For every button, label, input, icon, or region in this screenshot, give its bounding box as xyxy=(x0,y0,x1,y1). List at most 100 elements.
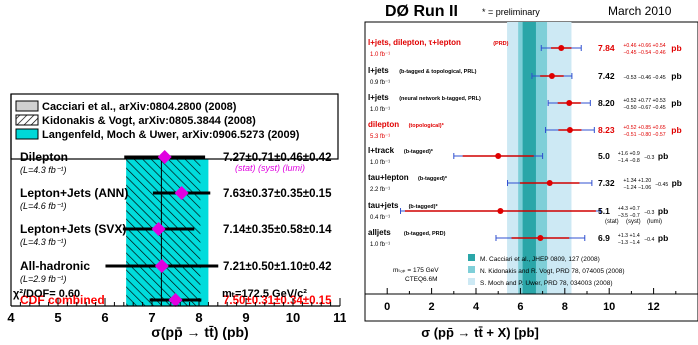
d0-measurement-lumi: 1.0 fb⁻¹ xyxy=(370,160,390,166)
d0-measurement-name: l+track xyxy=(368,146,395,155)
d0-unc-down: −3.5 −0.7 xyxy=(618,213,640,219)
d0-measurement-marker xyxy=(548,73,555,79)
col-note-syst: (syst) xyxy=(626,219,641,225)
pdf-note: CTEQ6.6M xyxy=(405,276,438,283)
cdf-measurement-rows: Dilepton(L=4.3 fb⁻¹)7.27±0.71±0.46±0.42(… xyxy=(20,150,332,307)
measurement-marker xyxy=(154,259,169,273)
theory-band-kidonakis xyxy=(126,159,201,306)
d0-value: 7.84 xyxy=(598,43,615,53)
d0-x-axis-title: σ (pp̄ → tt̄ + X) [pb] xyxy=(421,325,539,340)
d0-measurement-name: l+jets xyxy=(368,93,389,102)
measurement-marker xyxy=(157,150,172,164)
d0-unc-down: −0.51 −0.80 −0.57 xyxy=(623,132,665,138)
d0-date: March 2010 xyxy=(608,4,672,18)
cdf-chart: Cacciari et al., arXiv:0804.2800 (2008) … xyxy=(7,93,346,340)
d0-title: DØ Run II xyxy=(385,3,458,20)
d0-unit: pb xyxy=(671,43,681,53)
measurement-lumi: (L=4.6 fb⁻¹) xyxy=(20,201,67,211)
d0-measurement-marker xyxy=(495,153,502,159)
d0-x-tick-label: 12 xyxy=(647,301,659,313)
measurement-note: (stat) (syst) (lumi) xyxy=(235,163,305,173)
measurement-lumi: (L=2.9 fb⁻¹) xyxy=(20,274,67,284)
d0-unc-down: −1.4 −0.8 xyxy=(618,158,640,164)
d0-value: 5.0 xyxy=(598,151,610,161)
d0-x-axis-ticks: 0 2 4 6 8 10 12 xyxy=(364,288,677,313)
legend-label-langenfeld: Langenfeld, Moch & Uwer, arXiv:0906.5273… xyxy=(42,129,300,141)
measurement-marker xyxy=(151,222,166,236)
d0-value: 8.23 xyxy=(598,125,615,135)
d0-x-tick-label: 10 xyxy=(603,301,615,313)
d0-unc-down: −1.3 −1.4 xyxy=(618,240,640,246)
d0-measurement-name: tau+jets xyxy=(368,201,399,210)
measurement-result: 7.14±0.35±0.58±0.14 xyxy=(223,224,332,236)
d0-unc-up: +4.3 +0.7 xyxy=(618,206,640,212)
legend-swatch-moch xyxy=(468,278,475,285)
d0-value: 5.1 xyxy=(598,206,610,216)
measurement-name: Lepton+Jets (SVX) xyxy=(20,222,126,236)
d0-unc: −0.53 −0.46 −0.45 xyxy=(623,75,665,81)
d0-measurement-tag: (neural network b-tagged, PRL) xyxy=(399,96,481,102)
d0-measurement-name: l+jets xyxy=(368,66,389,75)
legend-swatch-cacciari xyxy=(15,100,39,112)
d0-measurement-tag: (b-tagged)* xyxy=(404,149,434,155)
measurement-marker xyxy=(168,293,183,307)
measurement-result: 7.21±0.50±1.10±0.42 xyxy=(223,261,331,273)
d0-unc-down: −0.45 −0.54 −0.46 xyxy=(623,50,665,56)
legend-swatch-kidonakis xyxy=(468,266,475,273)
x-tick-label: 5 xyxy=(54,310,61,325)
d0-measurement-lumi: 0.4 fb⁻¹ xyxy=(370,215,390,221)
x-tick-label: 9 xyxy=(242,310,249,325)
d0-measurement-lumi: 5.3 fb⁻¹ xyxy=(370,134,390,140)
theory-band-cacciari xyxy=(522,22,536,294)
d0-unc-down: −0.50 −0.67 −0.45 xyxy=(623,105,665,111)
d0-measurement-lumi: 1.0 fb⁻¹ xyxy=(370,242,390,248)
x-axis-title: σ(pp̄ → tt̄) (pb) xyxy=(151,324,248,340)
d0-unit: pb xyxy=(658,233,668,243)
d0-unit: pb xyxy=(671,71,681,81)
x-tick-label: 8 xyxy=(195,310,202,325)
d0-unc-down: −1.24 −1.06 xyxy=(623,185,651,191)
d0-measurement-name: l+jets, dilepton, τ+lepton xyxy=(368,38,461,47)
d0-chart: DØ Run II * = preliminary March 2010 l+j… xyxy=(364,3,698,340)
x-tick-label: 11 xyxy=(333,310,346,325)
d0-unc-up: +0.52 +0.77 +0.53 xyxy=(623,98,665,104)
measurement-lumi: (L=4.3 fb⁻¹) xyxy=(20,165,67,175)
d0-unit: pb xyxy=(658,206,668,216)
d0-unc-lumi: −0.4 xyxy=(644,237,654,243)
d0-measurement-tag: (b-tagged, PRD) xyxy=(404,231,446,237)
d0-measurement-tag: (b-tagged)* xyxy=(418,176,448,182)
legend-swatch-langenfeld xyxy=(15,128,39,140)
measurement-name: Dilepton xyxy=(20,150,68,164)
legend-label-moch: S. Moch and P. Uwer, PRD 78, 034003 (200… xyxy=(480,280,613,287)
d0-unit: pb xyxy=(658,151,668,161)
legend: Cacciari et al., arXiv:0804.2800 (2008) … xyxy=(10,93,339,160)
measurement-lumi: (L=4.3 fb⁻¹) xyxy=(20,237,67,247)
d0-x-tick-label: 2 xyxy=(429,301,435,313)
legend-swatch-kidonakis xyxy=(15,114,39,126)
d0-value: 8.20 xyxy=(598,98,615,108)
x-axis-ticks: 4 5 6 7 8 9 10 11 xyxy=(7,298,346,325)
d0-unc-up: +1.6 +0.9 xyxy=(618,151,640,157)
x-tick-label: 7 xyxy=(148,310,155,325)
d0-unc-lumi: −0.3 xyxy=(644,155,654,161)
d0-unc-up: +0.46 +0.66 +0.54 xyxy=(623,43,665,49)
d0-measurement-lumi: 0.9 fb⁻¹ xyxy=(370,80,390,86)
x-tick-label: 10 xyxy=(286,310,300,325)
measurement-result: 7.27±0.71±0.46±0.42 xyxy=(223,152,331,164)
d0-measurement-tag: (b-tagged & topological, PRL) xyxy=(399,69,476,75)
d0-measurement-marker xyxy=(558,45,565,51)
d0-measurement-marker xyxy=(537,235,544,241)
measurement-name: CDF combined xyxy=(20,293,105,307)
d0-subtitle: * = preliminary xyxy=(482,7,540,17)
measurement-marker xyxy=(174,186,189,200)
d0-measurement-lumi: 2.2 fb⁻¹ xyxy=(370,187,390,193)
d0-measurement-lumi: 1.0 fb⁻¹ xyxy=(370,107,390,113)
d0-unit: pb xyxy=(672,178,682,188)
d0-unc-up: +1.3 +1.4 xyxy=(618,233,640,239)
d0-value: 7.32 xyxy=(598,178,615,188)
d0-value: 7.42 xyxy=(598,71,615,81)
x-tick-label: 4 xyxy=(7,310,15,325)
col-note-lumi: (lumi) xyxy=(647,219,662,225)
d0-unc-lumi: −0.45 xyxy=(655,182,668,188)
x-tick-label: 6 xyxy=(101,310,108,325)
